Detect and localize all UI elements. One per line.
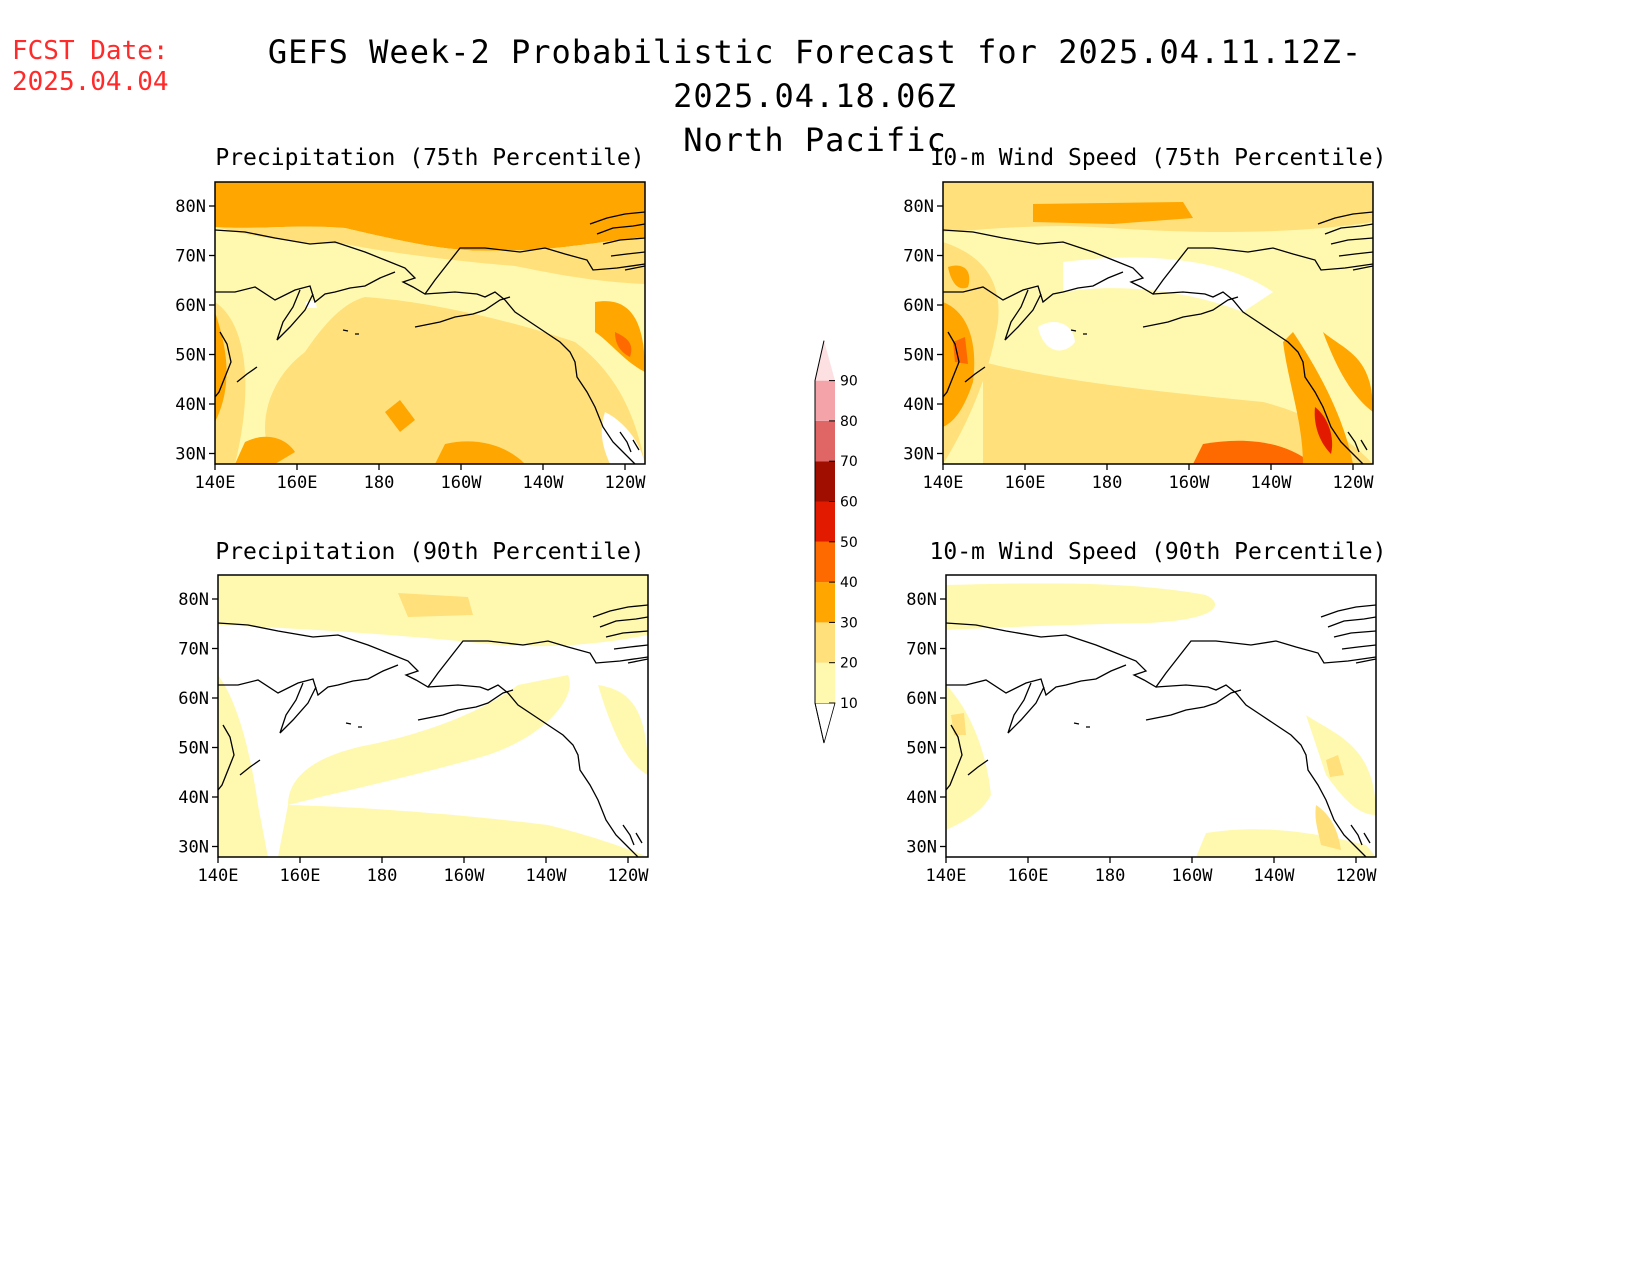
lon-tick-label: 160W <box>1172 866 1214 886</box>
colorbar-label-90: 90 <box>840 374 858 390</box>
lat-tick-label: 30N <box>178 838 209 858</box>
lon-tick-label: 120W <box>1333 473 1375 493</box>
lon-tick-label: 160E <box>1008 866 1049 886</box>
colorbar-label-10: 10 <box>840 696 858 712</box>
lat-tick-label: 30N <box>175 445 206 465</box>
lon-tick-label: 140E <box>926 866 967 886</box>
lon-tick-label: 160W <box>441 473 483 493</box>
lat-tick-label: 70N <box>175 247 206 267</box>
panel-wind-75 <box>942 181 1374 465</box>
colorbar-swatch-30 <box>815 582 835 623</box>
lon-tick-label: 160E <box>277 473 318 493</box>
lat-tick-label: 50N <box>175 346 206 366</box>
lon-tick-label: 120W <box>608 866 650 886</box>
panel-precip-75 <box>214 181 646 465</box>
panel-title-wind-90: 10-m Wind Speed (90th Percentile) <box>930 539 1387 565</box>
lon-tick-label: 140W <box>523 473 565 493</box>
colorbar-swatch-60 <box>815 461 835 502</box>
colorbar-label-30: 30 <box>840 615 858 631</box>
colorbar-label-20: 20 <box>840 656 858 672</box>
page-title: GEFS Week-2 Probabilistic Forecast for 2… <box>150 30 1480 162</box>
lat-tick-label: 60N <box>178 689 209 709</box>
colorbar: 10 20 30 40 50 60 70 80 90 <box>814 340 858 744</box>
lat-tick-label: 60N <box>906 689 937 709</box>
colorbar-outline <box>814 340 825 744</box>
lon-tick-label: 140W <box>1251 473 1293 493</box>
lon-tick-label: 140E <box>923 473 964 493</box>
lon-tick-label: 180 <box>1095 866 1126 886</box>
fcst-date-heading: FCST Date: <box>12 36 169 66</box>
colorbar-label-50: 50 <box>840 535 858 551</box>
lat-tick-label: 50N <box>903 346 934 366</box>
colorbar-lower-wedge <box>814 702 836 744</box>
lon-tick-label: 180 <box>1092 473 1123 493</box>
lat-tick-label: 80N <box>903 197 934 217</box>
axis-ticks: 80N 70N 60N 50N 40N 30N 140E 160E 180 160W 140W 120… <box>175 197 1377 886</box>
colorbar-swatch-50 <box>815 501 835 542</box>
colorbar-swatch-70 <box>815 420 835 462</box>
lat-tick-label: 40N <box>906 788 937 808</box>
lat-tick-label: 60N <box>175 296 206 316</box>
lat-tick-label: 40N <box>178 788 209 808</box>
panel-title-precip-75: Precipitation (75th Percentile) <box>215 145 644 171</box>
colorbar-label-70: 70 <box>840 454 858 470</box>
fcst-date-value: 2025.04.04 <box>12 67 169 97</box>
panel-precip-90 <box>217 574 649 858</box>
lon-tick-label: 180 <box>364 473 395 493</box>
colorbar-upper-wedge <box>815 340 835 381</box>
title-line-2: North Pacific <box>683 121 947 159</box>
lon-tick-label: 160W <box>1169 473 1211 493</box>
colorbar-label-80: 80 <box>840 414 858 430</box>
lon-tick-label: 160W <box>444 866 486 886</box>
lon-tick-label: 160E <box>280 866 321 886</box>
colorbar-swatch-80 <box>815 380 835 421</box>
lat-tick-label: 30N <box>903 445 934 465</box>
lat-tick-label: 30N <box>906 838 937 858</box>
lon-tick-label: 120W <box>1336 866 1378 886</box>
lon-tick-label: 140W <box>1254 866 1296 886</box>
lon-tick-label: 120W <box>605 473 647 493</box>
colorbar-label-60: 60 <box>840 495 858 511</box>
forecast-date-label: FCST Date: 2025.04.04 <box>12 36 169 98</box>
lat-tick-label: 80N <box>175 197 206 217</box>
lat-tick-label: 70N <box>178 640 209 660</box>
lon-tick-label: 160E <box>1005 473 1046 493</box>
panel-wind-90 <box>945 574 1377 858</box>
lat-tick-label: 80N <box>906 590 937 610</box>
colorbar-swatch-20 <box>815 622 835 663</box>
lat-tick-label: 60N <box>903 296 934 316</box>
panel-title-wind-75: 10-m Wind Speed (75th Percentile) <box>930 145 1387 171</box>
lon-tick-label: 180 <box>367 866 398 886</box>
lat-tick-label: 50N <box>178 739 209 759</box>
lat-tick-label: 70N <box>903 247 934 267</box>
panel-title-precip-90: Precipitation (90th Percentile) <box>215 539 644 565</box>
colorbar-swatch-10 <box>815 662 835 703</box>
lon-tick-label: 140E <box>195 473 236 493</box>
colorbar-label-40: 40 <box>840 575 858 591</box>
title-line-1: GEFS Week-2 Probabilistic Forecast for 2… <box>267 33 1363 115</box>
lat-tick-label: 40N <box>903 395 934 415</box>
lon-tick-label: 140W <box>526 866 568 886</box>
lat-tick-label: 80N <box>178 590 209 610</box>
lat-tick-label: 40N <box>175 395 206 415</box>
colorbar-swatch-40 <box>815 541 835 583</box>
lat-tick-label: 70N <box>906 640 937 660</box>
lat-tick-label: 50N <box>906 739 937 759</box>
lon-tick-label: 140E <box>198 866 239 886</box>
